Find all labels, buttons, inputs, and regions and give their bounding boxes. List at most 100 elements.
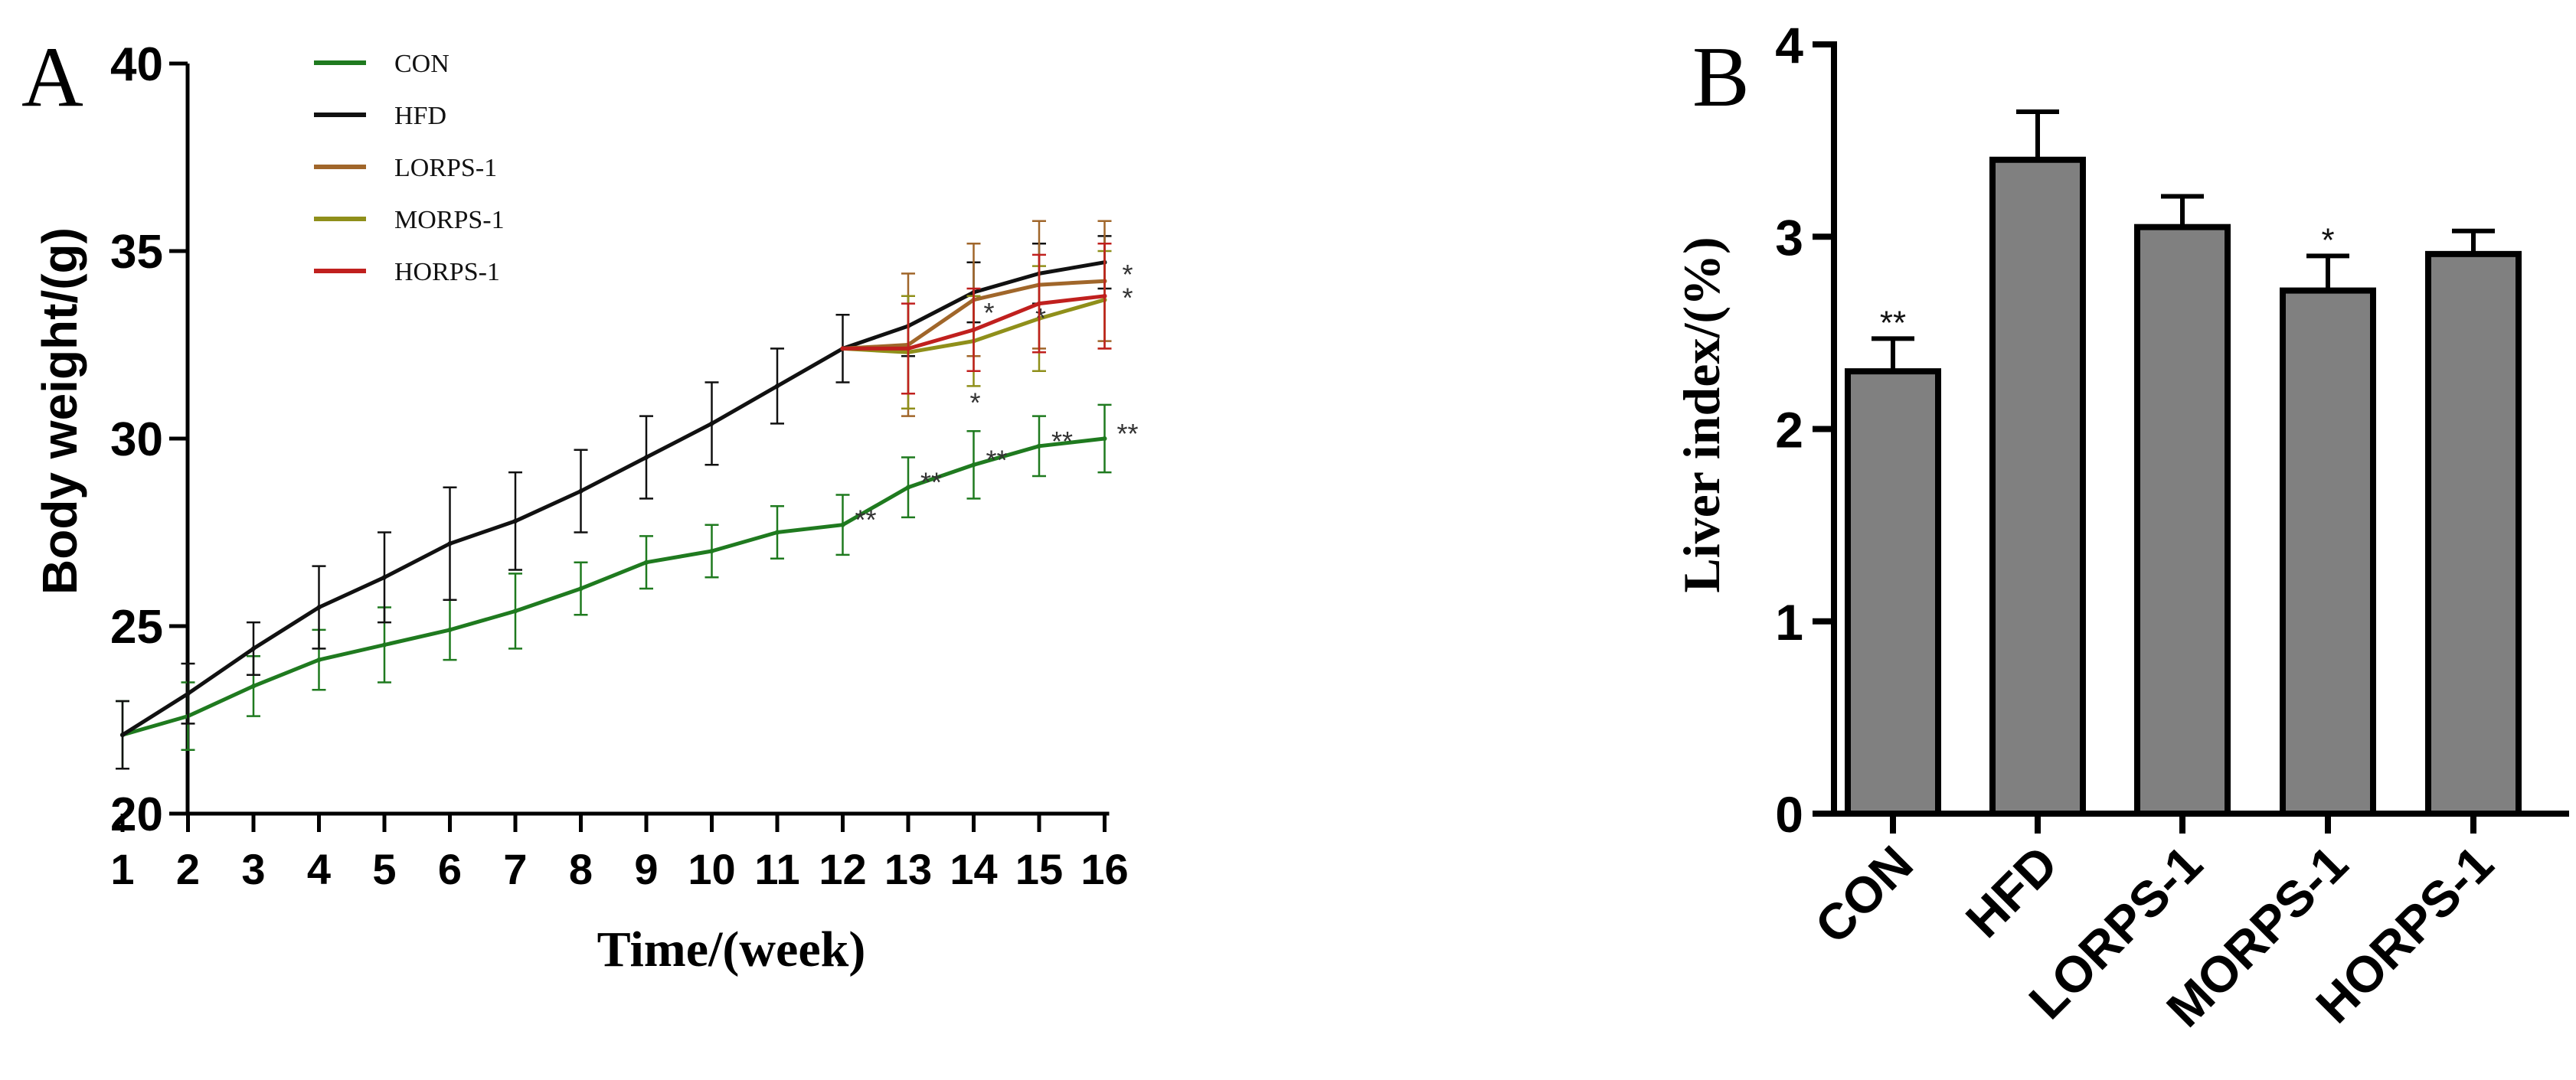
data-point <box>447 627 453 632</box>
panel-a-x-tick-label: 14 <box>950 845 997 893</box>
data-point <box>709 421 714 426</box>
panel-a-y-tick-label: 40 <box>110 38 163 91</box>
series-line <box>122 436 1105 737</box>
data-point <box>775 383 780 389</box>
legend-label: CON <box>394 50 449 78</box>
panel-a-label: A <box>21 30 83 125</box>
significance-mark: ** <box>920 467 942 498</box>
panel-b-x-tick-label: CON <box>1804 835 1924 954</box>
panel-a-legend: CON HFD LORPS-1 MORPS-1 HORPS-1 <box>314 50 505 286</box>
data-point <box>709 549 714 553</box>
panel-a-y-axis-label: Body weight/(g) <box>32 227 87 595</box>
significance-mark: ** <box>986 444 1007 475</box>
data-point <box>1102 293 1107 299</box>
data-point <box>644 455 649 460</box>
panel-a-x-tick-label: 2 <box>176 845 200 893</box>
bar <box>2280 287 2376 817</box>
panel-b-x-tick-label: HFD <box>1955 835 2068 948</box>
panel-a-y-tick-label: 35 <box>110 226 163 279</box>
data-point <box>185 691 191 697</box>
data-point <box>513 518 518 524</box>
significance-mark: * <box>1035 302 1046 334</box>
data-point <box>1037 443 1041 449</box>
panel-a-x-tick-label: 3 <box>241 845 265 893</box>
data-point <box>251 646 256 651</box>
bar-group-hfd: HFD <box>1955 109 2086 948</box>
legend-label: MORPS-1 <box>394 206 505 234</box>
data-point <box>1102 436 1107 441</box>
legend-label: LORPS-1 <box>394 154 497 182</box>
series-line <box>121 260 1105 737</box>
panel-b-y-tick-label: 2 <box>1775 402 1803 458</box>
panel-b-label: B <box>1692 30 1750 125</box>
panel-b-y-tick-label: 1 <box>1775 594 1803 651</box>
legend-item-con: CON <box>314 50 449 78</box>
bar <box>2134 224 2231 817</box>
legend-item-hfd: HFD <box>314 102 446 130</box>
significance-mark: * <box>2321 221 2334 259</box>
legend-label: HORPS-1 <box>394 258 500 286</box>
data-point <box>578 488 584 494</box>
data-point <box>316 605 322 610</box>
data-point <box>971 327 976 332</box>
data-point <box>578 586 584 591</box>
panel-b-y-axis-label: Liver index/(%) <box>1672 237 1731 592</box>
data-point <box>906 346 910 351</box>
significance-mark: * <box>1122 259 1133 290</box>
panel-a-x-tick-label: 7 <box>503 845 527 893</box>
significance-mark: * <box>983 297 994 328</box>
bar-group-con: ** CON <box>1804 304 1941 954</box>
data-point <box>840 522 845 527</box>
panel-a-x-tick-label: 1 <box>110 845 134 893</box>
panel-a-x-tick-label: 16 <box>1080 845 1128 893</box>
legend-item-horps-1: HORPS-1 <box>314 258 500 286</box>
bar <box>2425 250 2522 817</box>
data-point <box>775 530 780 535</box>
series-con: ** ** ** ** ** <box>116 403 1139 770</box>
bar <box>1989 156 2086 817</box>
panel-b-y-tick-label: 3 <box>1775 209 1803 266</box>
panel-a-x-tick-label: 5 <box>372 845 396 893</box>
panel-a-series: ******** ******* <box>116 220 1139 770</box>
bar <box>1845 368 1941 817</box>
data-point <box>382 642 387 648</box>
panel-a-x-tick-label: 12 <box>819 845 866 893</box>
panel-b-axes: 0 1 2 3 4 <box>1775 17 2569 843</box>
panel-a-x-tick-label: 13 <box>884 845 932 893</box>
significance-mark: * <box>1122 282 1133 314</box>
data-point <box>644 560 649 565</box>
panel-a-y-tick-label: 20 <box>110 788 163 841</box>
legend-label: HFD <box>394 102 446 130</box>
data-point <box>316 657 322 663</box>
data-point <box>906 485 910 490</box>
panel-a-x-axis-label: Time/(week) <box>597 922 866 977</box>
significance-mark: ** <box>1116 418 1138 449</box>
panel-a-x-tick-label: 4 <box>307 845 331 893</box>
significance-mark: ** <box>855 504 876 536</box>
panel-a-x-tick-label: 8 <box>569 845 593 893</box>
significance-mark: ** <box>1051 426 1073 457</box>
significance-mark: * <box>969 387 980 418</box>
panel-a-y-tick-label: 30 <box>110 413 163 466</box>
panel-b-y-tick-label: 4 <box>1775 17 1803 73</box>
data-point <box>513 609 518 614</box>
panel-a-x-tick-label: 11 <box>754 845 799 893</box>
panel-a-y-tick-label: 25 <box>110 601 163 654</box>
data-point <box>382 575 387 580</box>
series-horps-1: * <box>840 242 1112 395</box>
panel-a-x-tick-label: 10 <box>688 845 735 893</box>
data-point <box>120 733 125 738</box>
significance-mark: ** <box>1880 304 1906 341</box>
data-point <box>840 346 845 351</box>
series-hfd <box>116 235 1112 770</box>
panel-a-x-tick-label: 15 <box>1015 845 1063 893</box>
legend-item-morps-1: MORPS-1 <box>314 206 505 234</box>
data-point <box>251 684 256 689</box>
data-point <box>1037 301 1041 306</box>
panel-a-x-tick-label: 9 <box>634 845 658 893</box>
panel-a-x-tick-label: 6 <box>438 845 462 893</box>
